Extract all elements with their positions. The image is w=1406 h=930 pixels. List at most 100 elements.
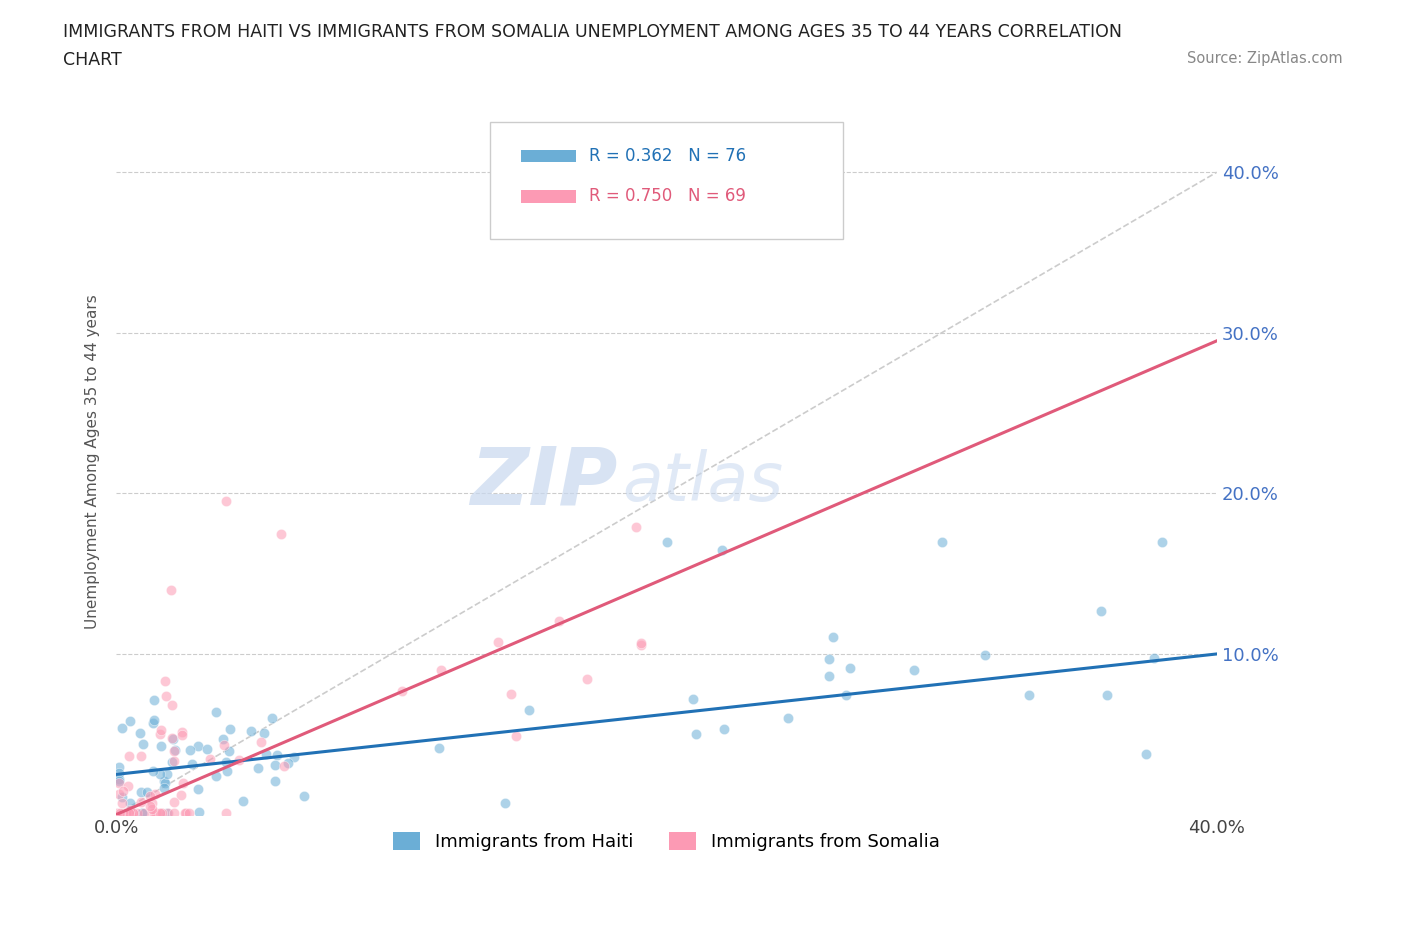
Point	[153, 776, 176, 790]
Point	[624, 519, 647, 534]
Point	[517, 703, 540, 718]
Y-axis label: Unemployment Among Ages 35 to 44 years: Unemployment Among Ages 35 to 44 years	[86, 294, 100, 629]
Point	[163, 743, 186, 758]
Point	[143, 786, 166, 801]
Point	[823, 630, 845, 644]
Point	[1135, 747, 1157, 762]
Point	[107, 774, 129, 789]
Text: atlas: atlas	[623, 449, 783, 515]
Text: ZIP: ZIP	[470, 444, 617, 522]
Point	[120, 713, 142, 728]
Point	[710, 542, 733, 557]
Point	[118, 749, 141, 764]
Point	[294, 788, 316, 803]
Point	[215, 494, 238, 509]
Point	[174, 805, 197, 820]
Point	[108, 760, 131, 775]
Point	[250, 735, 273, 750]
Point	[117, 805, 139, 820]
Point	[105, 805, 128, 820]
Point	[195, 742, 218, 757]
Point	[262, 711, 284, 725]
Point	[270, 526, 292, 541]
Point	[547, 614, 569, 629]
Point	[263, 757, 285, 772]
Point	[818, 651, 841, 666]
Point	[198, 751, 221, 766]
Point	[273, 759, 295, 774]
Bar	[522, 190, 576, 203]
Point	[131, 805, 153, 820]
Point	[153, 673, 176, 688]
Point	[170, 728, 193, 743]
Text: Source: ZipAtlas.com: Source: ZipAtlas.com	[1187, 51, 1343, 66]
Bar	[522, 150, 576, 163]
Point	[1143, 651, 1166, 666]
Point	[240, 724, 263, 738]
Point	[142, 764, 165, 778]
Point	[283, 750, 305, 764]
Point	[141, 795, 163, 810]
Point	[252, 725, 274, 740]
Point	[149, 766, 172, 781]
Point	[149, 805, 172, 820]
Point	[1095, 687, 1118, 702]
Point	[179, 743, 201, 758]
Point	[163, 753, 186, 768]
Point	[129, 749, 152, 764]
Point	[1018, 687, 1040, 702]
Point	[150, 723, 173, 737]
Point	[163, 743, 186, 758]
Point	[150, 805, 173, 820]
Point	[134, 805, 156, 820]
Point	[187, 782, 209, 797]
Point	[212, 731, 235, 746]
Legend: Immigrants from Haiti, Immigrants from Somalia: Immigrants from Haiti, Immigrants from S…	[387, 825, 948, 858]
Point	[187, 805, 209, 820]
Point	[173, 805, 195, 820]
Point	[107, 776, 129, 790]
Point	[215, 754, 238, 769]
Point	[131, 737, 153, 751]
FancyBboxPatch shape	[491, 122, 842, 239]
Point	[114, 805, 136, 820]
Point	[212, 737, 235, 752]
Point	[817, 669, 839, 684]
Point	[256, 747, 278, 762]
Text: R = 0.750   N = 69: R = 0.750 N = 69	[589, 187, 747, 206]
Point	[149, 726, 172, 741]
Point	[117, 778, 139, 793]
Point	[713, 721, 735, 736]
Point	[149, 738, 172, 753]
Point	[217, 764, 239, 778]
Point	[162, 731, 184, 746]
Point	[429, 663, 451, 678]
Point	[131, 805, 153, 820]
Point	[839, 661, 862, 676]
Point	[111, 795, 134, 810]
Point	[129, 794, 152, 809]
Point	[143, 693, 166, 708]
Point	[170, 788, 193, 803]
Text: IMMIGRANTS FROM HAITI VS IMMIGRANTS FROM SOMALIA UNEMPLOYMENT AMONG AGES 35 TO 4: IMMIGRANTS FROM HAITI VS IMMIGRANTS FROM…	[63, 23, 1122, 41]
Point	[155, 689, 177, 704]
Point	[655, 534, 678, 549]
Point	[685, 726, 707, 741]
Point	[903, 662, 925, 677]
Point	[139, 789, 162, 804]
Point	[931, 534, 953, 549]
Point	[120, 795, 142, 810]
Point	[1090, 604, 1112, 618]
Point	[264, 773, 287, 788]
Point	[142, 805, 165, 820]
Point	[228, 752, 250, 767]
Point	[145, 805, 167, 820]
Point	[156, 766, 179, 781]
Point	[170, 724, 193, 739]
Point	[112, 805, 135, 820]
Text: R = 0.362   N = 76: R = 0.362 N = 76	[589, 147, 747, 165]
Point	[108, 765, 131, 780]
Point	[139, 799, 162, 814]
Point	[160, 755, 183, 770]
Point	[111, 783, 134, 798]
